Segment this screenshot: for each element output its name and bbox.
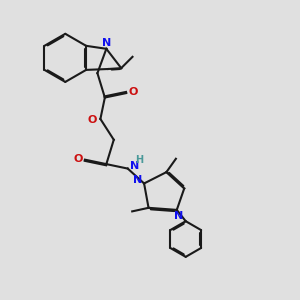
Text: O: O [87,116,97,125]
Text: N: N [174,212,183,221]
Text: N: N [102,38,112,48]
Text: H: H [135,155,143,165]
Text: N: N [133,175,142,185]
Text: O: O [74,154,83,164]
Text: O: O [128,88,137,98]
Text: N: N [130,161,139,171]
